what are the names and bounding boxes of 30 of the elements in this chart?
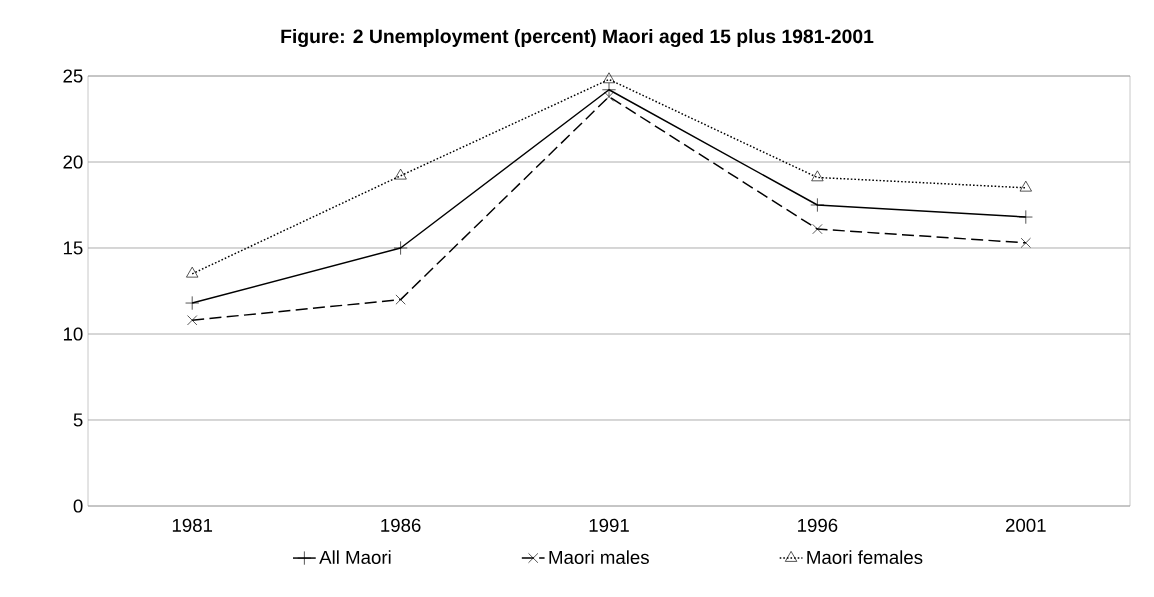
point — [1019, 180, 1032, 192]
legend-label: All Maori — [319, 550, 391, 565]
y-tick-label: 15 — [63, 241, 83, 255]
chart-title: Figure: 2 Unemployment (percent) Maori aged 15 plus 1981-2001 — [281, 28, 874, 48]
y-tick-label: 25 — [63, 69, 83, 83]
point — [187, 315, 198, 326]
point — [393, 240, 408, 256]
point — [811, 170, 824, 182]
point — [602, 82, 617, 97]
point — [186, 266, 199, 278]
y-tick-label: 20 — [63, 155, 83, 169]
point — [812, 224, 823, 235]
legend-label: Maori males — [549, 550, 649, 565]
x-tick-label: 1996 — [798, 518, 838, 532]
x-tick-label: 1981 — [172, 518, 213, 532]
point — [395, 294, 406, 305]
point — [185, 296, 200, 311]
y-tick-label: 10 — [63, 327, 83, 341]
point — [1018, 210, 1033, 225]
y-tick-label: 0 — [73, 499, 83, 513]
x-tick-label: 1991 — [589, 518, 629, 532]
point — [394, 168, 407, 180]
point — [1020, 237, 1031, 248]
y-tick-label: 5 — [73, 413, 83, 427]
point — [810, 197, 825, 212]
x-tick-label: 1986 — [381, 518, 421, 532]
point — [602, 72, 616, 84]
point — [603, 91, 615, 102]
x-tick-label: 2001 — [1005, 518, 1046, 532]
legend-label: Maori females — [807, 550, 923, 565]
